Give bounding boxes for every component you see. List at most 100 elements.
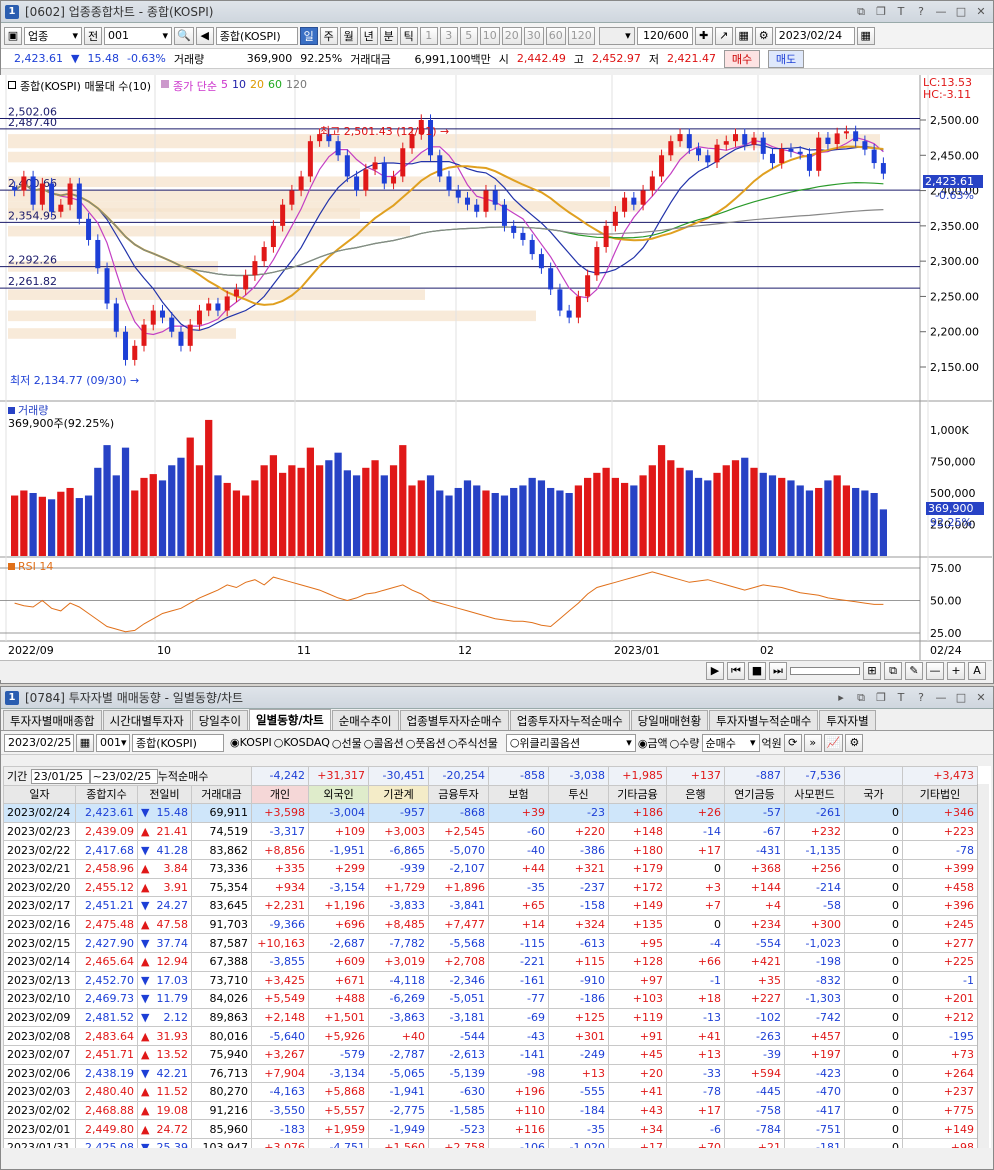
period-week[interactable]: 주: [319, 26, 338, 45]
zoom-in-icon[interactable]: +: [947, 661, 965, 680]
column-header[interactable]: 외국인: [308, 784, 370, 805]
link-icon[interactable]: ⧉: [857, 4, 865, 18]
min-120[interactable]: 120: [567, 26, 595, 45]
calendar-icon[interactable]: ▦: [76, 733, 94, 752]
overlay-icon[interactable]: ⧉: [884, 661, 902, 680]
investor-window-titlebar[interactable]: 1 [0784] 투자자별 매매동향 - 일별동향/차트 ▸ ⧉ ❐ T ? —…: [1, 687, 993, 709]
table-row[interactable]: 2023/02/13 2,452.70 ▼ 17.03 73,710 +3,425 +671…: [3, 970, 979, 991]
table-row[interactable]: 2023/02/03 2,480.40 ▲ 11.52 80,270 -4,163 +5,8…: [3, 1082, 979, 1102]
close-icon[interactable]: ✕: [976, 691, 986, 704]
code-input[interactable]: 001 ▾: [96, 733, 130, 752]
min-3[interactable]: 3: [439, 26, 458, 45]
category-select[interactable]: 업종 ▾: [24, 26, 82, 45]
min-60[interactable]: 60: [545, 26, 566, 45]
radio-quantity[interactable]: ○수량: [669, 736, 700, 750]
column-header[interactable]: 종합지수: [75, 784, 138, 805]
name-field[interactable]: 종합(KOSPI): [132, 733, 224, 752]
font-icon[interactable]: T: [897, 5, 905, 18]
radio-stock-futures[interactable]: ○주식선물: [447, 736, 498, 750]
table-row[interactable]: 2023/02/15 2,427.90 ▼ 37.74 87,587 +10,163 -2,…: [3, 933, 979, 953]
maximize-icon[interactable]: □: [955, 5, 967, 18]
radio-call[interactable]: ○콜옵션: [363, 736, 404, 750]
investor-table-wrap[interactable]: 기간 23/01/25 ~23/02/25 누적순매수 -4,242 +31,31…: [3, 766, 991, 1148]
radio-kosdaq[interactable]: ○KOSDAQ: [273, 736, 330, 749]
column-header[interactable]: 보험: [488, 784, 550, 805]
column-header[interactable]: 기타법인: [902, 784, 979, 805]
table-row[interactable]: 2023/02/14 2,465.64 ▲ 12.94 67,388 -3,855 +609…: [3, 951, 979, 972]
table-row[interactable]: 2023/02/16 2,475.48 ▲ 47.58 91,703 -9,366 +696…: [3, 914, 979, 935]
chart-svg[interactable]: 2,500.002,450.002,400.002,350.002,300.00…: [0, 75, 992, 660]
period-tick[interactable]: 틱: [399, 26, 418, 45]
min-20[interactable]: 20: [501, 26, 522, 45]
toolbar-menu-icon[interactable]: ▣: [4, 26, 22, 45]
column-header[interactable]: 일자: [3, 784, 76, 805]
scroll-last-icon[interactable]: ⏭: [769, 661, 787, 680]
tools-icon[interactable]: ✚: [694, 26, 713, 45]
radio-weekly[interactable]: ○ 위클리콜옵션 ▾: [505, 733, 636, 752]
table-row[interactable]: 2023/02/08 2,483.64 ▲ 31.93 80,016 -5,640 +5,9…: [3, 1026, 979, 1046]
tab-time-investor[interactable]: 시간대별투자자: [102, 710, 191, 730]
table-row[interactable]: 2023/02/09 2,481.52 ▼ 2.12 89,863 +2,148 +1,50…: [3, 1007, 979, 1028]
next-icon[interactable]: »: [803, 733, 822, 752]
minimize-icon[interactable]: —: [935, 5, 947, 18]
period-minute[interactable]: 분: [379, 26, 398, 45]
help-icon[interactable]: ?: [918, 5, 924, 18]
link-icon[interactable]: ⧉: [857, 690, 865, 704]
calendar-icon[interactable]: ▦: [856, 26, 875, 45]
settings-icon[interactable]: ⚙: [754, 26, 773, 45]
font-a-icon[interactable]: A: [968, 661, 986, 680]
mode-select[interactable]: 순매수 ▾: [701, 733, 760, 752]
min-10[interactable]: 10: [479, 26, 500, 45]
column-header[interactable]: 개인: [251, 784, 310, 805]
column-header[interactable]: 사모펀드: [784, 784, 846, 805]
tab-investor-summary[interactable]: 투자자별매매종합: [3, 710, 102, 730]
scroll-first-icon[interactable]: ⏮: [727, 661, 745, 680]
chart-area[interactable]: 2,500.00 2,450.00 2,400.00 2,350.00 2,300.00…: [0, 75, 992, 660]
tab-sector-cum-net-buy[interactable]: 업종투자자누적순매수: [509, 710, 630, 730]
trend-icon[interactable]: ↗: [714, 26, 733, 45]
date-field[interactable]: 2023/02/24: [774, 26, 855, 45]
font-icon[interactable]: T: [897, 691, 905, 704]
table-row[interactable]: 2023/02/10 2,469.73 ▼ 11.79 84,026 +5,549 +488…: [3, 989, 979, 1009]
date-field[interactable]: 2023/02/25: [4, 733, 74, 752]
table-row[interactable]: 2023/02/24 2,423.61 ▼ 15.48 69,911 +3,598 -3,0…: [3, 803, 979, 823]
column-header[interactable]: 국가: [844, 784, 904, 805]
sell-button[interactable]: 매도: [768, 49, 805, 68]
column-header[interactable]: 기관계: [368, 784, 430, 805]
min-30[interactable]: 30: [523, 26, 544, 45]
tab-today-trading[interactable]: 당일매매현황: [630, 710, 709, 730]
prev-button[interactable]: 전: [84, 26, 102, 45]
help-icon[interactable]: ?: [918, 691, 924, 704]
custom-period-select[interactable]: ▾: [598, 26, 635, 45]
period-month[interactable]: 월: [339, 26, 358, 45]
column-header[interactable]: 금융투자: [428, 784, 490, 805]
scroll-right-icon[interactable]: ▶: [706, 661, 724, 680]
table-row[interactable]: 2023/02/06 2,438.19 ▼ 42.21 76,713 +7,904 -3,1…: [3, 1063, 979, 1084]
table-row[interactable]: 2023/02/02 2,468.88 ▲ 19.08 91,216 -3,550 +5,5…: [3, 1100, 979, 1121]
search-icon[interactable]: 🔍: [174, 26, 194, 45]
period-from[interactable]: 23/01/25: [30, 768, 90, 784]
radio-futures[interactable]: ○선물: [331, 736, 362, 750]
refresh-icon[interactable]: ⟳: [783, 733, 802, 752]
column-header[interactable]: 연기금등: [724, 784, 786, 805]
tab-today-trend[interactable]: 당일추이: [191, 710, 249, 730]
tab-sector-net-buy[interactable]: 업종별투자자순매수: [399, 710, 509, 730]
table-row[interactable]: 2023/02/01 2,449.80 ▲ 24.72 85,960 -183 +1,959…: [3, 1119, 979, 1139]
play-icon[interactable]: ▸: [838, 691, 844, 704]
tab-investor[interactable]: 투자자별: [819, 710, 876, 730]
zoom-out-icon[interactable]: —: [926, 661, 944, 680]
chart-icon[interactable]: 📈: [823, 733, 844, 752]
period-day[interactable]: 일: [299, 26, 318, 45]
buy-button[interactable]: 매수: [724, 49, 761, 68]
radio-put[interactable]: ○풋옵션: [405, 736, 446, 750]
period-year[interactable]: 년: [359, 26, 378, 45]
table-row[interactable]: 2023/02/17 2,451.21 ▼ 24.27 83,645 +2,231 +1,1…: [3, 896, 979, 916]
minimize-icon[interactable]: —: [935, 691, 947, 704]
column-header[interactable]: 전일비: [137, 784, 192, 805]
pencil-icon[interactable]: ✎: [905, 661, 923, 680]
tab-net-buy-trend[interactable]: 순매수추이: [331, 710, 399, 730]
column-header[interactable]: 투신: [548, 784, 610, 805]
table-row[interactable]: 2023/02/20 2,455.12 ▲ 3.91 75,354 +934 -3,154 +…: [3, 877, 979, 898]
settings-icon[interactable]: ⚙: [845, 733, 864, 752]
grid-icon[interactable]: ▦: [734, 26, 753, 45]
